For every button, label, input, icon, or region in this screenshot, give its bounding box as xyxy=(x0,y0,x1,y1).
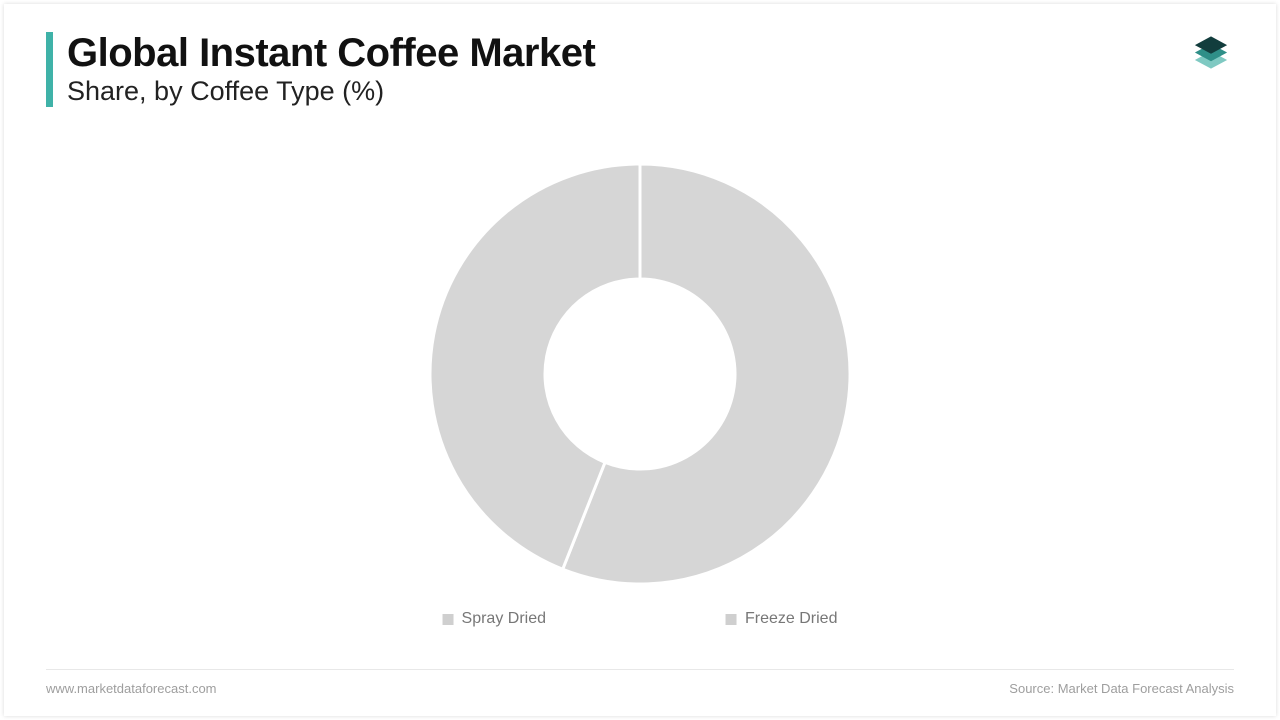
legend-swatch-icon xyxy=(726,614,737,625)
footer-divider xyxy=(46,669,1234,670)
page-subtitle: Share, by Coffee Type (%) xyxy=(67,76,1216,107)
header: Global Instant Coffee Market Share, by C… xyxy=(46,32,1216,107)
footer-url: www.marketdataforecast.com xyxy=(46,681,217,696)
legend-label: Spray Dried xyxy=(462,610,546,628)
legend-item-freeze-dried: Freeze Dried xyxy=(726,610,837,628)
brand-logo-icon xyxy=(1180,24,1242,86)
donut-chart: Spray Dried Freeze Dried xyxy=(420,154,860,594)
legend-item-spray-dried: Spray Dried xyxy=(443,610,546,628)
footer-source: Source: Market Data Forecast Analysis xyxy=(1009,681,1234,696)
legend-swatch-icon xyxy=(443,614,454,625)
page-title: Global Instant Coffee Market xyxy=(67,32,1216,74)
chart-area: Spray Dried Freeze Dried xyxy=(4,134,1276,614)
footer: www.marketdataforecast.com Source: Marke… xyxy=(46,681,1234,696)
chart-legend: Spray Dried Freeze Dried xyxy=(443,610,838,628)
title-block: Global Instant Coffee Market Share, by C… xyxy=(46,32,1216,107)
legend-label: Freeze Dried xyxy=(745,610,837,628)
card-frame: Global Instant Coffee Market Share, by C… xyxy=(4,4,1276,716)
